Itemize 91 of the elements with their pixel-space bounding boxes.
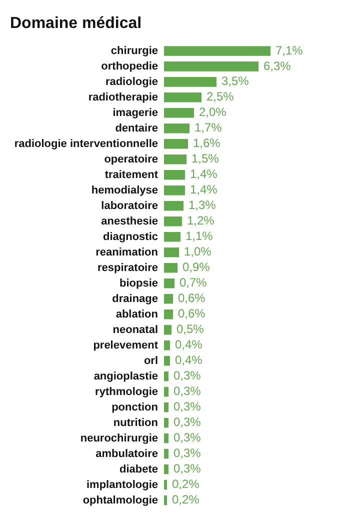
bar	[164, 247, 179, 258]
data-label: 6,3%	[264, 58, 292, 73]
chart-title: Domaine médical	[10, 15, 142, 32]
y-tick-label: rythmologie	[95, 386, 158, 398]
data-label: 0,3%	[174, 368, 202, 383]
y-tick-label: chirurgie	[110, 44, 158, 57]
data-label: 3,5%	[222, 74, 250, 88]
bar	[164, 62, 258, 72]
data-label: 7,1%	[276, 43, 304, 58]
data-label: 0,5%	[176, 322, 204, 336]
data-label: 1,7%	[194, 120, 222, 135]
data-label: 0,9%	[182, 260, 210, 274]
data-label: 1,1%	[186, 229, 214, 244]
bar	[164, 262, 178, 273]
bar	[164, 170, 185, 180]
bar	[164, 418, 168, 428]
y-tick-label: nutrition	[113, 416, 158, 429]
data-label: 0,3%	[174, 400, 202, 414]
y-tick-label: operatoire	[104, 153, 158, 166]
y-tick-label: anesthesie	[101, 215, 158, 228]
bar	[164, 294, 173, 304]
y-tick-label: ambulatoire	[96, 448, 158, 460]
bar	[164, 154, 186, 164]
bar	[164, 201, 184, 211]
y-tick-label: angioplastie	[94, 370, 158, 382]
y-tick-label: biopsie	[119, 277, 158, 290]
bar	[164, 340, 170, 350]
y-tick-label: prelevement	[93, 339, 158, 352]
y-tick-label: ponction	[112, 401, 158, 414]
bar	[164, 464, 168, 474]
y-tick-label: traitement	[104, 168, 158, 181]
y-tick-label: neurochirurgie	[80, 432, 158, 444]
y-tick-label: implantologie	[86, 478, 158, 491]
y-tick-label: hemodialyse	[91, 184, 158, 196]
bar	[164, 77, 216, 87]
bar	[164, 386, 168, 397]
data-label: 0,6%	[178, 291, 206, 306]
y-tick-label: diabete	[119, 463, 158, 476]
bar	[164, 124, 190, 134]
y-tick-label: reanimation	[96, 246, 158, 258]
bar	[164, 448, 168, 459]
y-tick-label: drainage	[112, 292, 158, 305]
data-label: 0,3%	[174, 415, 202, 430]
data-label: 0,2%	[172, 477, 200, 492]
data-label: 1,2%	[187, 214, 215, 228]
y-tick-label: orthopedie	[101, 60, 158, 72]
bar	[164, 309, 173, 320]
bar	[164, 108, 194, 118]
bar	[164, 495, 167, 506]
y-tick-label: dentaire	[115, 122, 158, 134]
data-label: 0,3%	[174, 430, 202, 445]
bar	[164, 480, 167, 490]
data-label: 1,6%	[193, 136, 221, 150]
y-tick-label: diagnostic	[102, 230, 158, 243]
data-label: 1,4%	[190, 182, 218, 197]
y-tick-label: respiratoire	[97, 262, 158, 274]
y-tick-label: imagerie	[112, 106, 158, 119]
y-tick-label: radiologie	[105, 76, 158, 88]
data-label: 1,0%	[184, 244, 212, 259]
data-label: 0,6%	[178, 306, 206, 321]
bar	[164, 402, 168, 412]
data-label: 1,5%	[192, 152, 220, 166]
data-label: 1,3%	[188, 198, 216, 212]
bar	[164, 186, 185, 196]
data-label: 0,7%	[180, 276, 208, 290]
y-tick-label: orl	[144, 354, 158, 367]
data-label: 0,2%	[172, 492, 200, 507]
data-label: 1,4%	[190, 167, 218, 182]
data-label: 0,4%	[175, 338, 203, 352]
data-label: 2,5%	[206, 90, 234, 104]
y-tick-label: laboratoire	[101, 200, 158, 212]
y-tick-label: ablation	[116, 308, 158, 320]
bar	[164, 371, 168, 382]
y-tick-label: radiotherapie	[88, 91, 158, 104]
bar	[164, 433, 168, 444]
bar	[164, 278, 174, 288]
data-label: 2,0%	[199, 105, 227, 120]
bar	[164, 232, 180, 242]
data-label: 0,3%	[174, 462, 202, 476]
bar	[164, 216, 182, 226]
bar	[164, 139, 188, 149]
bar	[164, 324, 172, 335]
bar	[164, 92, 202, 102]
data-label: 0,3%	[174, 446, 202, 460]
data-label: 0,3%	[174, 384, 202, 398]
bar	[164, 356, 170, 366]
y-tick-label: ophtalmologie	[82, 494, 158, 506]
data-label: 0,4%	[175, 353, 203, 368]
y-tick-label: radiologie interventionnelle	[14, 138, 158, 150]
bar	[164, 46, 270, 56]
y-tick-label: neonatal	[112, 324, 158, 336]
